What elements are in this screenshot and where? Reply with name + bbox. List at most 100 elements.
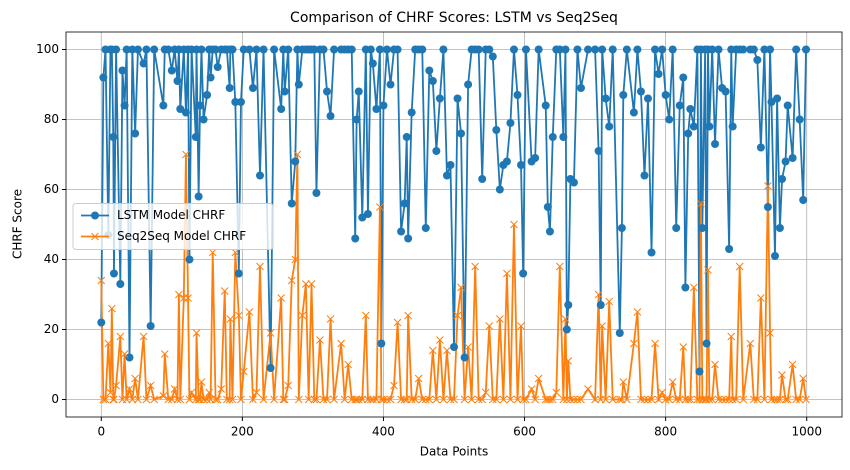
point <box>457 283 465 292</box>
point <box>386 80 395 89</box>
point <box>259 395 268 404</box>
point <box>294 80 303 89</box>
point <box>443 346 451 355</box>
point <box>197 378 206 386</box>
point <box>245 45 254 54</box>
point <box>746 339 755 348</box>
point <box>167 395 176 404</box>
point <box>382 45 391 54</box>
y-tick-label: 0 <box>51 392 59 406</box>
point <box>481 388 490 397</box>
point <box>773 395 781 404</box>
point <box>239 45 248 54</box>
point <box>708 45 717 54</box>
point <box>802 45 811 54</box>
point <box>366 395 375 404</box>
point <box>196 101 205 110</box>
point <box>690 283 698 292</box>
point <box>478 175 487 183</box>
point <box>418 45 427 54</box>
point <box>386 395 395 404</box>
point <box>510 220 518 229</box>
point <box>199 395 208 404</box>
x-tick-label: 0 <box>97 425 105 439</box>
point <box>460 353 469 362</box>
point <box>453 311 462 320</box>
point <box>150 395 159 404</box>
point <box>354 395 363 404</box>
point <box>110 395 118 404</box>
point <box>358 395 367 404</box>
point <box>330 395 338 404</box>
point <box>266 329 275 337</box>
point <box>792 395 800 404</box>
point <box>354 87 363 96</box>
point <box>725 395 733 404</box>
point <box>471 262 480 271</box>
point <box>577 395 585 404</box>
point <box>570 395 578 404</box>
point <box>196 395 204 404</box>
point <box>527 385 536 393</box>
point <box>213 395 222 404</box>
point <box>563 395 571 404</box>
point <box>208 248 217 257</box>
point <box>175 290 183 299</box>
plot <box>97 45 811 404</box>
point <box>294 395 303 404</box>
point <box>799 374 808 383</box>
point <box>629 108 638 117</box>
point <box>97 318 106 327</box>
point <box>640 171 649 180</box>
point <box>108 304 116 313</box>
point <box>651 45 660 54</box>
point <box>735 262 744 271</box>
legend-marker <box>91 211 99 220</box>
point <box>226 315 235 323</box>
point <box>379 101 388 110</box>
point <box>658 388 666 397</box>
point <box>109 269 118 278</box>
point <box>633 45 642 54</box>
point <box>377 395 386 404</box>
point <box>425 395 434 404</box>
point <box>705 395 714 404</box>
point <box>708 395 717 404</box>
y-tick-label: 80 <box>44 112 59 126</box>
point <box>225 395 234 404</box>
x-tick-label: 600 <box>513 425 536 439</box>
point <box>760 395 769 404</box>
point <box>203 395 211 404</box>
point <box>323 395 331 404</box>
point <box>749 395 758 404</box>
point <box>173 77 182 85</box>
point <box>402 133 411 141</box>
point <box>142 45 151 54</box>
point <box>763 203 772 211</box>
point <box>728 395 737 404</box>
point <box>654 395 663 404</box>
point <box>176 395 185 404</box>
point <box>231 248 240 257</box>
point <box>116 280 125 288</box>
point <box>428 346 437 355</box>
point <box>644 395 652 404</box>
point <box>753 395 762 404</box>
point <box>234 311 243 320</box>
point <box>799 196 808 204</box>
point <box>369 395 377 404</box>
point <box>347 45 356 54</box>
point <box>252 45 261 54</box>
point <box>513 395 522 404</box>
point <box>519 395 527 404</box>
point <box>644 94 652 103</box>
point <box>312 395 321 404</box>
point <box>284 381 293 390</box>
point <box>766 45 775 54</box>
point <box>351 234 360 243</box>
point <box>279 395 288 404</box>
x-axis-label: Data Points <box>420 445 489 459</box>
point <box>513 91 522 99</box>
point <box>495 185 504 194</box>
point <box>502 157 511 166</box>
